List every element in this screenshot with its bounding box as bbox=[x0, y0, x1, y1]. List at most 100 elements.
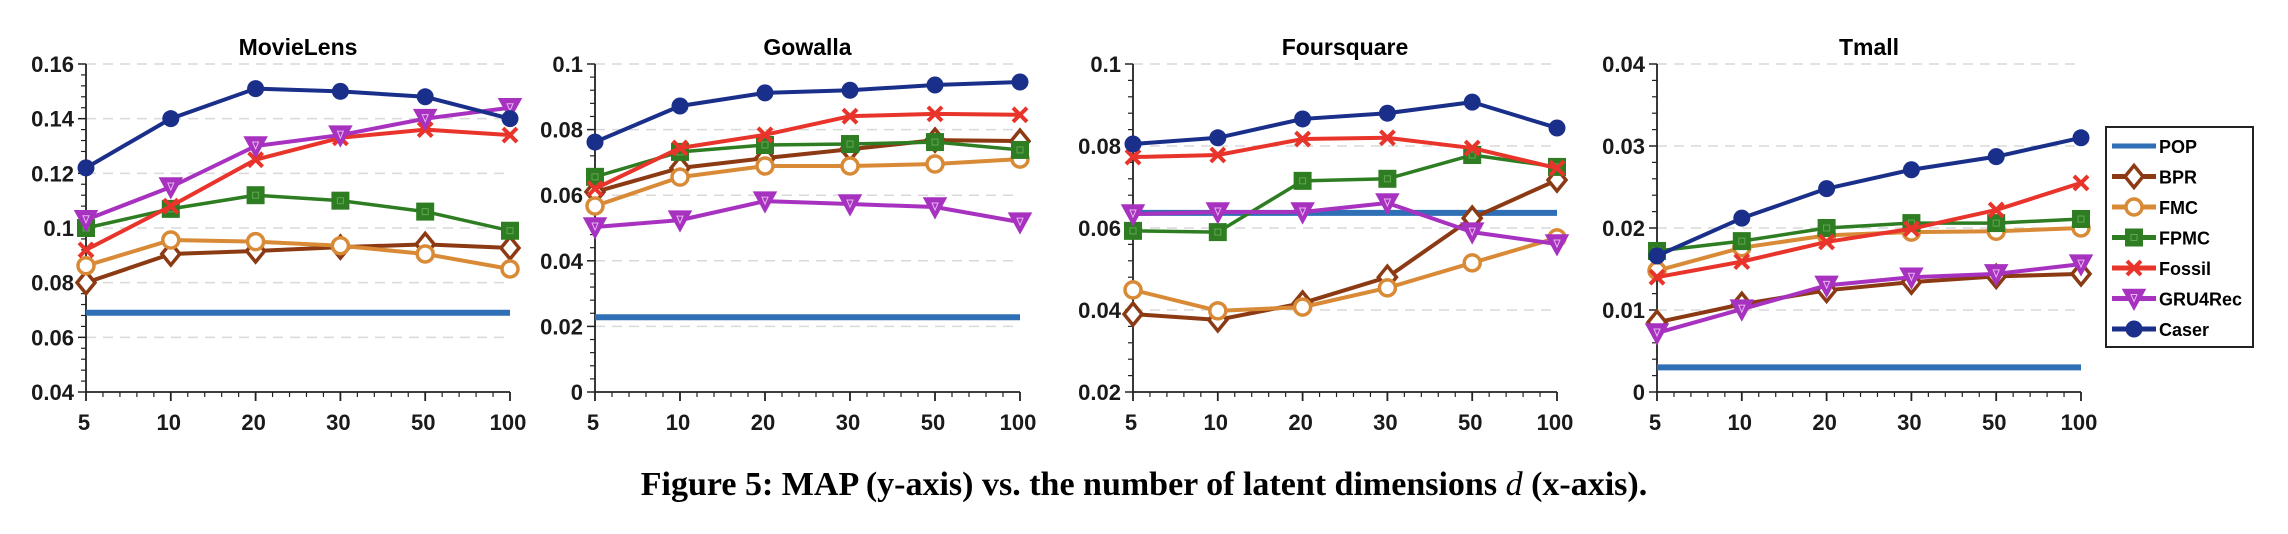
data-point bbox=[1987, 148, 2005, 166]
marker-triangle-inner bbox=[2077, 259, 2085, 269]
marker-x-stroke bbox=[1818, 233, 1836, 251]
data-point bbox=[245, 231, 266, 252]
x-tick-label: 50 bbox=[1982, 410, 2006, 435]
y-tick-label: 0.1 bbox=[552, 52, 583, 77]
marker-square-inner bbox=[1992, 219, 2000, 227]
series-fossil bbox=[1124, 129, 1566, 177]
marker-triangle-inner bbox=[1738, 304, 1746, 314]
data-point bbox=[2068, 254, 2094, 277]
legend-label: FPMC bbox=[2159, 229, 2210, 249]
legend-item-fossil: Fossil bbox=[2112, 259, 2211, 279]
data-point bbox=[1733, 253, 1751, 271]
figure-caption: Figure 5: MAP (y-axis) vs. the number of… bbox=[0, 466, 2288, 504]
marker-square-inner bbox=[2077, 215, 2085, 223]
y-tick-label: 0.04 bbox=[540, 249, 584, 274]
marker-x-stroke bbox=[2125, 259, 2143, 277]
y-tick-label: 0.01 bbox=[1602, 298, 1645, 323]
marker-x-stroke bbox=[1011, 106, 1029, 124]
data-point bbox=[1378, 129, 1396, 147]
series-line bbox=[84, 86, 511, 170]
data-point bbox=[1548, 159, 1566, 177]
data-point bbox=[76, 255, 96, 276]
data-point bbox=[1293, 171, 1312, 190]
data-point bbox=[416, 202, 435, 221]
data-point bbox=[1463, 139, 1481, 157]
data-point bbox=[162, 197, 180, 215]
y-tick-label: 0.08 bbox=[1078, 134, 1121, 159]
marker-square-inner bbox=[1468, 151, 1476, 159]
data-point bbox=[243, 136, 268, 159]
data-point bbox=[755, 156, 775, 176]
data-point bbox=[1205, 202, 1231, 225]
series-caser bbox=[77, 80, 519, 177]
y-tick-label: 0.16 bbox=[31, 52, 74, 77]
series-line bbox=[1132, 235, 1558, 313]
chart-title: Foursquare bbox=[1282, 34, 1409, 60]
marker-x-stroke bbox=[1209, 146, 1227, 164]
data-point bbox=[1648, 268, 1666, 286]
marker-square-inner bbox=[336, 197, 344, 205]
y-tick-label: 0.06 bbox=[1078, 216, 1121, 241]
marker-triangle-inner bbox=[761, 196, 769, 206]
series-line bbox=[85, 193, 511, 233]
x-tick-label: 10 bbox=[1204, 410, 1228, 435]
series-line bbox=[85, 105, 511, 222]
data-point bbox=[500, 259, 520, 279]
data-point bbox=[1462, 253, 1482, 273]
series-fossil bbox=[1648, 174, 2090, 286]
marker-square-body bbox=[501, 221, 519, 240]
marker-square-body bbox=[1208, 223, 1227, 242]
marker-square-inner bbox=[846, 140, 854, 148]
legend-item-caser: Caser bbox=[2112, 320, 2209, 340]
marker-x-stroke bbox=[247, 151, 265, 169]
legend-item-fpmc: FPMC bbox=[2112, 228, 2210, 249]
legend-item-pop: POP bbox=[2112, 137, 2197, 157]
series-line bbox=[1656, 271, 2082, 325]
chart-title: MovieLens bbox=[239, 34, 358, 60]
series-gru4rec bbox=[1644, 254, 2094, 346]
y-tick-label: 0.02 bbox=[1602, 216, 1645, 241]
data-point bbox=[1007, 212, 1033, 235]
data-point bbox=[77, 241, 95, 259]
marker-triangle-inner bbox=[931, 202, 939, 212]
series-line bbox=[1132, 200, 1558, 246]
data-point bbox=[926, 133, 944, 152]
marker-x-stroke bbox=[926, 105, 944, 123]
series-line bbox=[1132, 153, 1558, 234]
chart-tmall: Tmall 0 0.01 0.02 0.03 0.04 5 10 20 30 50 100 bbox=[1602, 34, 2097, 435]
marker-square-inner bbox=[252, 191, 260, 199]
marker-triangle-inner bbox=[336, 130, 345, 140]
y-tick-label: 0.06 bbox=[31, 325, 74, 350]
marker-triangle-inner bbox=[1214, 207, 1222, 217]
y-tick-label: 0.14 bbox=[31, 107, 75, 132]
data-point bbox=[671, 139, 689, 157]
data-point bbox=[925, 154, 945, 174]
x-tick-label: 5 bbox=[587, 410, 599, 435]
y-tick-label: 0.06 bbox=[540, 183, 583, 208]
data-point bbox=[77, 159, 95, 177]
marker-triangle-inner bbox=[676, 215, 684, 225]
marker-x-stroke bbox=[1548, 159, 1566, 177]
x-tick-label: 5 bbox=[1125, 410, 1137, 435]
series-line bbox=[85, 238, 511, 271]
marker-triangle-inner bbox=[1907, 272, 1916, 282]
legend-marker bbox=[2124, 197, 2144, 217]
legend-label: GRU4Rec bbox=[2159, 290, 2242, 310]
series-fpmc bbox=[1124, 146, 1566, 242]
series-line bbox=[594, 80, 1021, 144]
series-fmc bbox=[1123, 228, 1567, 321]
data-point bbox=[412, 108, 438, 132]
data-point bbox=[1208, 223, 1227, 242]
marker-x-stroke bbox=[841, 107, 859, 125]
chart-movielens: MovieLens 0.04 0.06 0.08 0.1 0.12 0.14 0.16 5 10 2… bbox=[31, 34, 526, 435]
series-line bbox=[594, 199, 1021, 230]
series-line bbox=[1656, 135, 2082, 258]
data-point bbox=[1209, 146, 1227, 164]
legend-label: Caser bbox=[2159, 320, 2209, 340]
x-tick-label: 30 bbox=[836, 410, 860, 435]
marker-square-inner bbox=[1016, 146, 1024, 154]
x-tick-label: 10 bbox=[1728, 410, 1752, 435]
x-tick-label: 30 bbox=[1897, 410, 1921, 435]
data-point bbox=[1124, 221, 1142, 240]
marker-square-inner bbox=[931, 138, 939, 146]
